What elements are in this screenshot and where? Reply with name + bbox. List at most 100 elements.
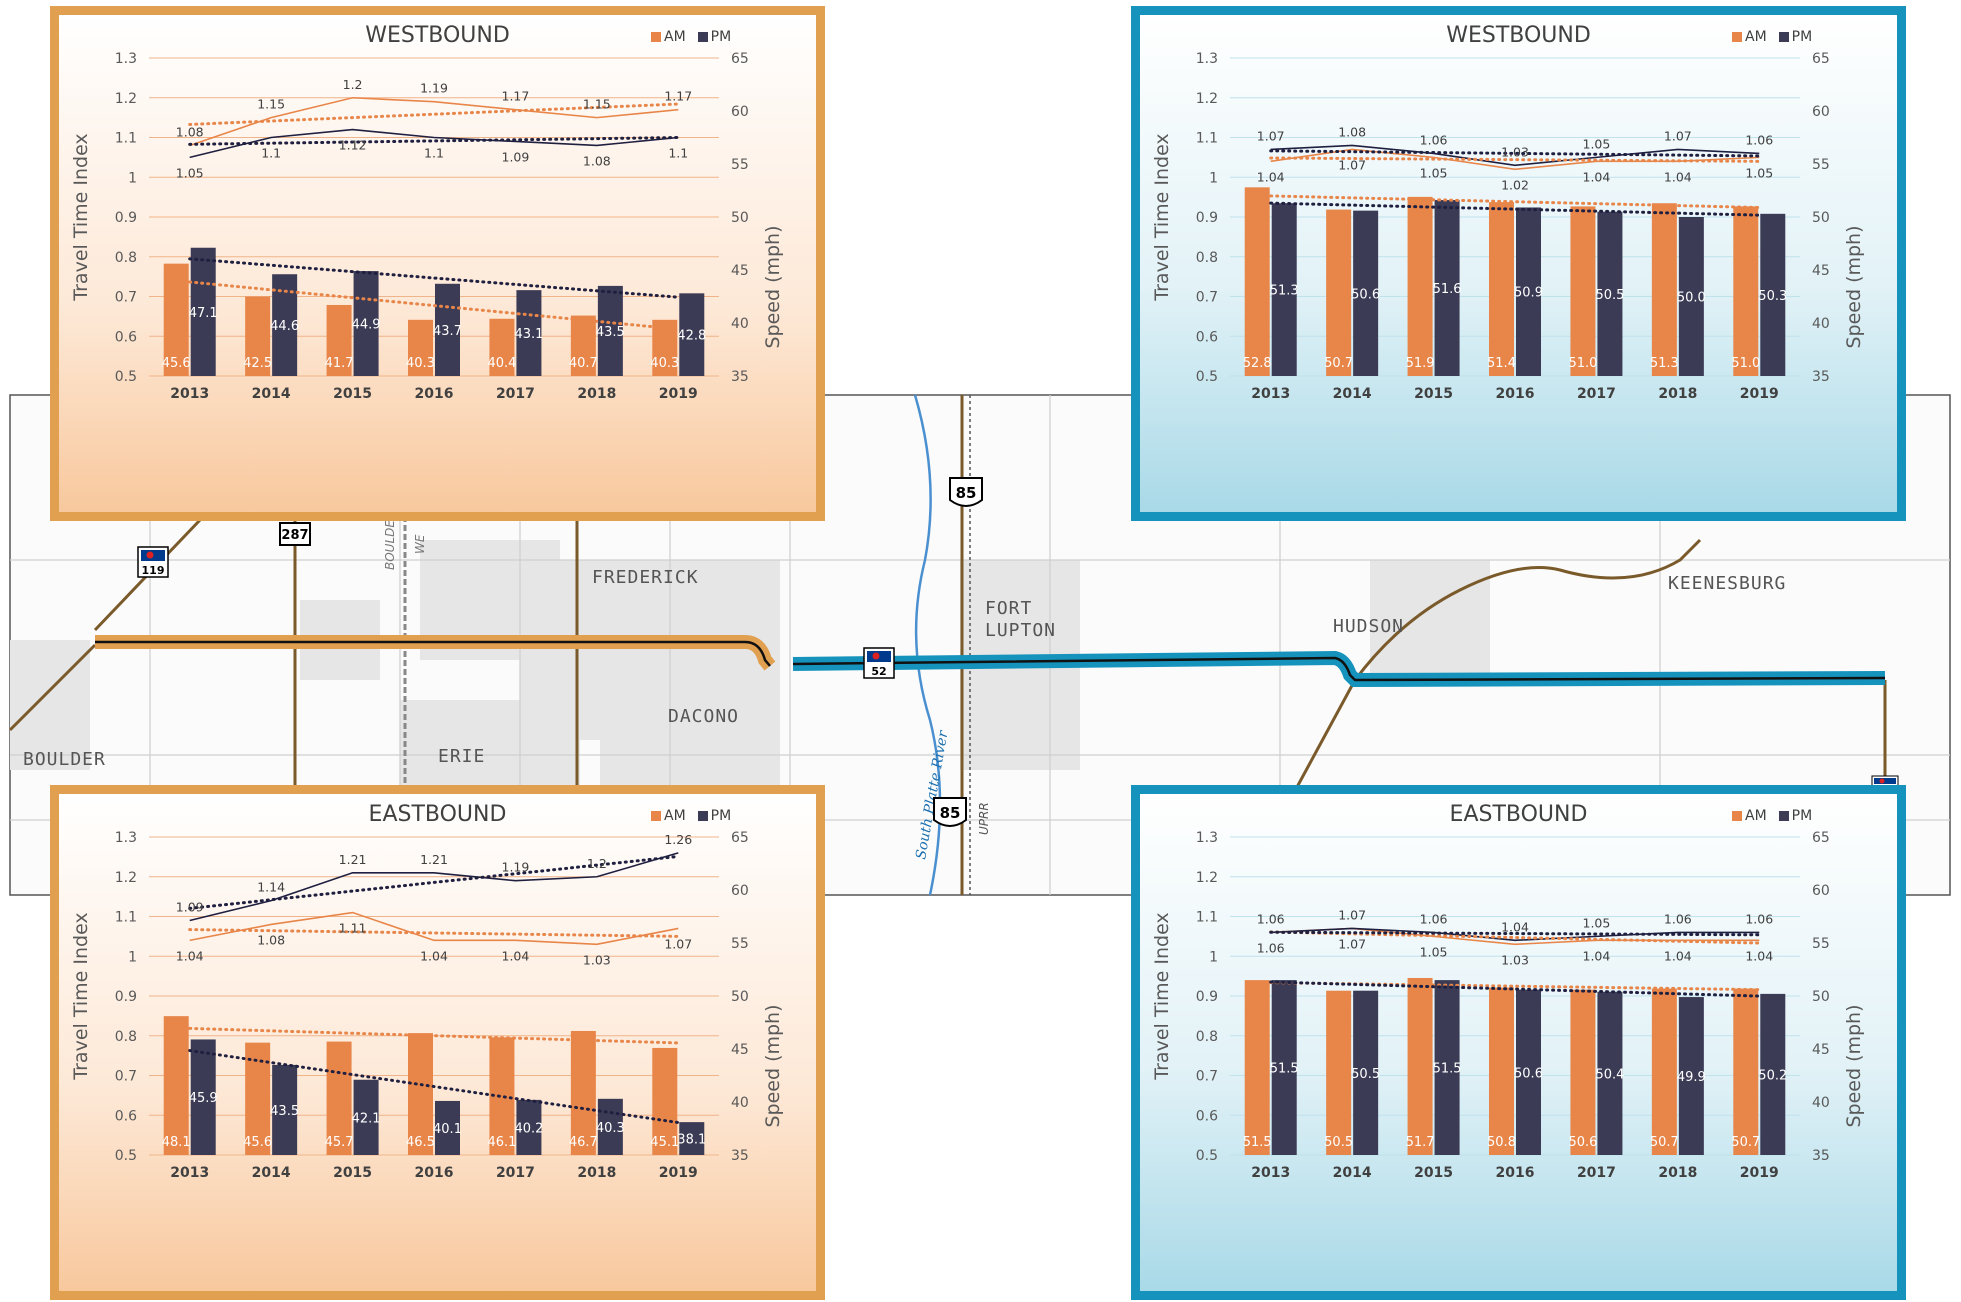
legend-am: AM bbox=[1745, 808, 1767, 824]
tti-pm-label: 1.06 bbox=[1664, 911, 1692, 926]
bar-pm bbox=[353, 271, 379, 376]
bar-pm-label: 50.9 bbox=[1514, 286, 1543, 301]
tti-pm-label: 1.05 bbox=[1583, 136, 1611, 151]
y-tick-label: 0.5 bbox=[115, 369, 137, 385]
bar-am bbox=[1489, 202, 1514, 376]
y2-tick-label: 45 bbox=[1812, 263, 1830, 279]
x-tick-label: 2014 bbox=[1333, 1165, 1372, 1181]
x-tick-label: 2013 bbox=[1251, 1165, 1290, 1181]
bar-am bbox=[163, 1016, 189, 1155]
chart-legend: AM PM bbox=[651, 808, 731, 824]
bar-am bbox=[1570, 206, 1596, 376]
legend-pm: PM bbox=[710, 808, 732, 824]
tti-am-trend bbox=[188, 102, 680, 126]
legend-pm-swatch bbox=[1778, 32, 1789, 42]
y-tick-label: 1.3 bbox=[1196, 830, 1218, 846]
legend-am-swatch bbox=[651, 811, 661, 821]
tti-pm-label: 1.05 bbox=[1583, 915, 1611, 930]
y-tick-label: 0.7 bbox=[115, 290, 137, 306]
y2-axis-title: Speed (mph) bbox=[762, 1004, 784, 1127]
bar-am-label: 40.3 bbox=[406, 356, 435, 371]
bar-am-label: 50.8 bbox=[1487, 1135, 1516, 1150]
tti-am-label: 1.15 bbox=[583, 97, 611, 112]
chart-title: EASTBOUND bbox=[1449, 802, 1588, 827]
legend-pm-swatch bbox=[697, 811, 708, 821]
bar-am-label: 40.4 bbox=[487, 356, 516, 371]
y2-tick-label: 40 bbox=[731, 1095, 749, 1111]
bar-am-label: 45.6 bbox=[243, 1135, 272, 1150]
tti-am-label: 1.07 bbox=[1338, 907, 1366, 922]
place-dacono: DACONO bbox=[668, 706, 739, 727]
tti-am-label: 1.05 bbox=[1420, 165, 1448, 180]
bar-am bbox=[570, 1030, 596, 1155]
y-tick-label: 1.1 bbox=[115, 131, 137, 147]
tti-am-label: 1.04 bbox=[420, 948, 448, 963]
chart-svg: 0.5 0.6 0.7 0.8 0.9 1 1.1 1.2 1.3 35 40 45 50 55 60 65 T… bbox=[70, 51, 784, 402]
x-tick-label: 2017 bbox=[496, 386, 535, 402]
y2-tick-label: 45 bbox=[731, 263, 749, 279]
tti-am-label: 1.07 bbox=[1338, 157, 1366, 172]
y-tick-label: 0.7 bbox=[1196, 1069, 1218, 1085]
tti-am-label: 1.03 bbox=[1501, 952, 1529, 967]
y-tick-label: 0.7 bbox=[1196, 290, 1218, 306]
y2-tick-label: 65 bbox=[731, 51, 749, 67]
y-tick-label: 0.5 bbox=[1196, 369, 1218, 385]
bar-am-label: 45.6 bbox=[162, 356, 191, 371]
tti-pm-label: 1.21 bbox=[420, 852, 448, 867]
tti-pm-trend bbox=[1269, 149, 1761, 158]
x-tick-label: 2018 bbox=[1658, 1165, 1697, 1181]
y2-tick-label: 35 bbox=[1812, 369, 1830, 385]
west-segment-centerline bbox=[95, 640, 771, 667]
tti-am-label: 1.07 bbox=[664, 936, 692, 951]
chart-legend: AM PM bbox=[1732, 29, 1812, 45]
x-tick-label: 2016 bbox=[1496, 1165, 1535, 1181]
tti-pm-label: 1.07 bbox=[1664, 128, 1692, 143]
bar-am-label: 46.1 bbox=[487, 1135, 516, 1150]
east-segment-centerline bbox=[792, 656, 1886, 682]
y2-tick-label: 45 bbox=[731, 1042, 749, 1058]
tti-pm-label: 1.04 bbox=[1501, 919, 1529, 934]
y-tick-label: 1.3 bbox=[1196, 51, 1218, 67]
bar-am bbox=[1407, 196, 1433, 376]
y2-tick-label: 55 bbox=[1812, 157, 1830, 173]
tti-pm-trend bbox=[188, 854, 680, 910]
y2-tick-label: 60 bbox=[731, 883, 749, 899]
bar-pm bbox=[1678, 997, 1704, 1155]
bar-am bbox=[163, 263, 189, 376]
chart-svg: 0.5 0.6 0.7 0.8 0.9 1 1.1 1.2 1.3 35 40 45 50 55 60 65 T… bbox=[1151, 51, 1865, 402]
tti-pm-line bbox=[189, 852, 679, 922]
bar-pm bbox=[1271, 980, 1297, 1155]
y2-axis-title: Speed (mph) bbox=[1843, 1004, 1865, 1127]
bar-pm bbox=[435, 283, 460, 376]
y-tick-label: 0.9 bbox=[1196, 210, 1218, 226]
tti-pm-label: 1.06 bbox=[1420, 132, 1448, 147]
legend-pm: PM bbox=[1791, 29, 1813, 45]
place-fort: FORT bbox=[985, 598, 1032, 619]
tti-am-label: 1.04 bbox=[1664, 169, 1692, 184]
bar-am bbox=[489, 318, 515, 376]
bar-pm-label: 51.3 bbox=[1270, 284, 1299, 299]
we-label: WE bbox=[413, 534, 427, 554]
tti-pm-label: 1.21 bbox=[339, 852, 367, 867]
bar-am-label: 51.0 bbox=[1568, 356, 1597, 371]
uprr-label: UPRR bbox=[977, 802, 991, 835]
x-tick-label: 2014 bbox=[1333, 386, 1372, 402]
chart-title: WESTBOUND bbox=[365, 23, 510, 48]
x-tick-label: 2018 bbox=[577, 1165, 616, 1181]
chart-panel-east-eb: 0.5 0.6 0.7 0.8 0.9 1 1.1 1.2 1.3 35 40 45 50 55 60 65 T… bbox=[1131, 785, 1906, 1300]
y2-tick-label: 55 bbox=[1812, 936, 1830, 952]
place-hudson: HUDSON bbox=[1333, 616, 1404, 637]
y-tick-label: 0.8 bbox=[115, 250, 137, 266]
bar-pm bbox=[597, 285, 623, 376]
chart-panel-east-wb: 0.5 0.6 0.7 0.8 0.9 1 1.1 1.2 1.3 35 40 45 50 55 60 65 T… bbox=[1131, 6, 1906, 521]
tti-pm-line bbox=[1270, 144, 1760, 167]
shield-85-north: 85 bbox=[949, 477, 983, 507]
bar-am-label: 46.7 bbox=[569, 1135, 598, 1150]
x-tick-label: 2014 bbox=[252, 1165, 291, 1181]
x-tick-label: 2019 bbox=[1740, 1165, 1779, 1181]
x-tick-label: 2015 bbox=[1414, 1165, 1453, 1181]
tti-pm-label: 1.1 bbox=[424, 146, 444, 161]
bar-pm-label: 40.3 bbox=[596, 1121, 625, 1136]
speed-am-trend bbox=[188, 1026, 680, 1045]
tti-pm-label: 1.03 bbox=[1501, 144, 1529, 159]
